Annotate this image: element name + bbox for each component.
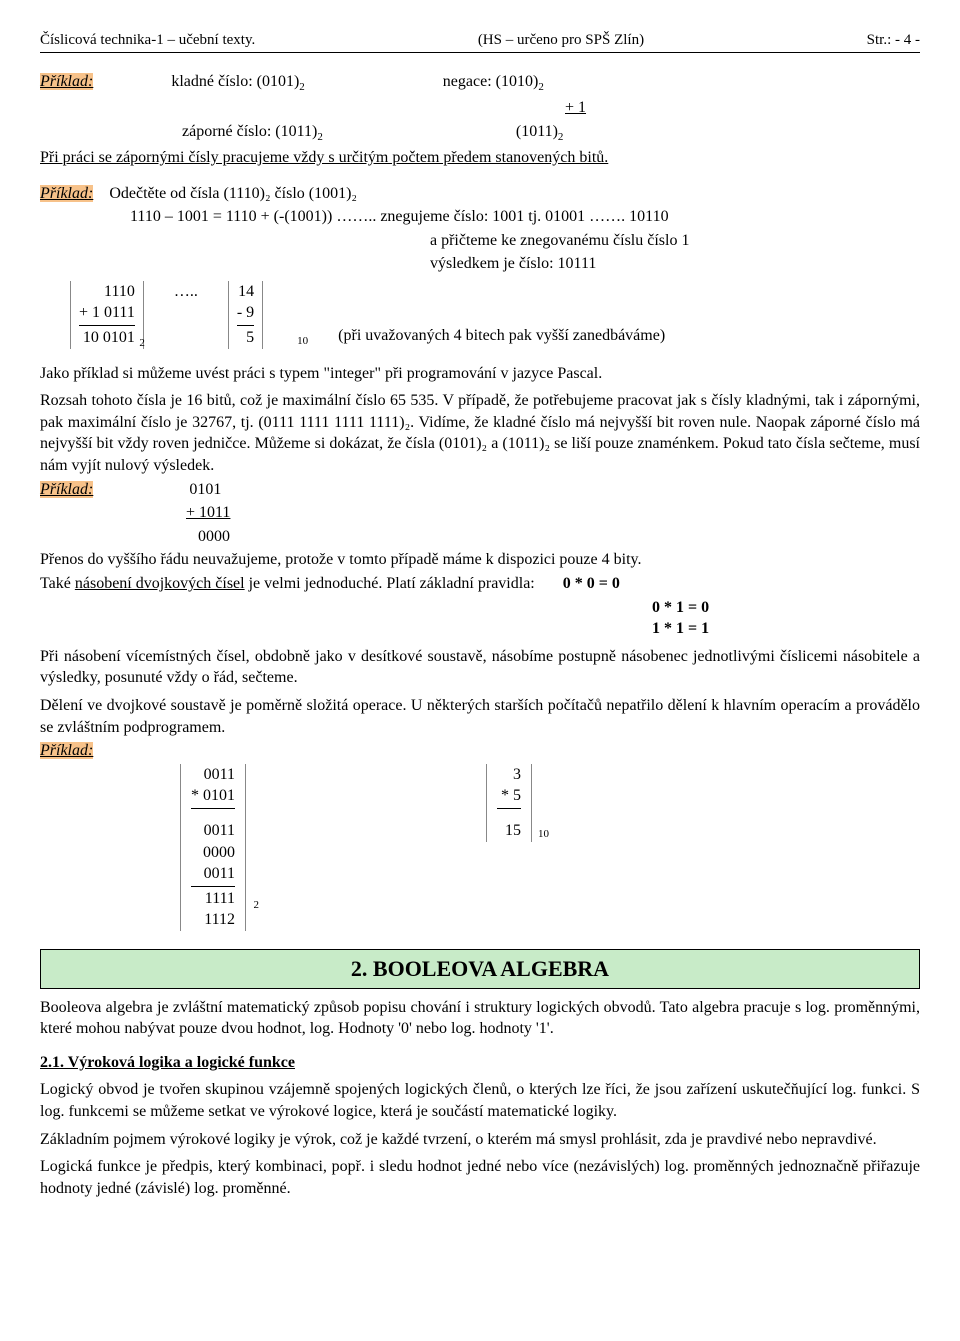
- para-3b: Také násobení dvojkových čísel je velmi …: [40, 573, 920, 595]
- example-label-3: Příklad:: [40, 481, 93, 498]
- para-4: Při násobení vícemístných čísel, obdobně…: [40, 646, 920, 689]
- ex2-calc-bin: 1110 + 1 0111 10 0101 2: [79, 281, 135, 349]
- para-3a: Přenos do vyššího řádu neuvažujeme, prot…: [40, 549, 920, 571]
- ex1-footnote: Při práci se zápornými čísly pracujeme v…: [40, 147, 920, 169]
- ex2-title: Odečtěte od čísla (1110)₂ číslo (1001)₂: [109, 185, 357, 202]
- example-2: Příklad: Odečtěte od čísla (1110)₂ číslo…: [40, 183, 920, 349]
- example-4: Příklad: 0011 * 0101 0011 0000 0011 1111…: [40, 740, 920, 931]
- ex4-dec: 3 * 5 15: [497, 764, 521, 842]
- section-2-title: 2. BOOLEOVA ALGEBRA: [40, 949, 920, 989]
- example-3: Příklad: 0101 + 1011 0000: [40, 479, 920, 548]
- ex1-l2b: (1011): [516, 123, 558, 140]
- example-label: Příklad:: [40, 73, 93, 90]
- para-6: Booleova algebra je zvláštní matematický…: [40, 997, 920, 1040]
- page-header: Číslicová technika-1 – učební texty. (HS…: [40, 30, 920, 53]
- subsection-2-1: 2.1. Výroková logika a logické funkce: [40, 1052, 920, 1074]
- header-right: Str.: - 4 -: [867, 30, 920, 50]
- ex2-calc: 1110 + 1 0111 10 0101 2 ….. 14 - 9 5 10 …: [70, 281, 920, 349]
- ex2-l1: 1110 – 1001 = 1110 + (-(1001)) …….. zneg…: [40, 206, 920, 228]
- ex2-l3: výsledkem je číslo: 10111: [40, 253, 920, 275]
- ex2-note: (při uvažovaných 4 bitech pak vyšší zane…: [338, 325, 665, 349]
- header-left: Číslicová technika-1 – učební texty.: [40, 30, 255, 50]
- para-5: Dělení ve dvojkové soustavě je poměrně s…: [40, 695, 920, 738]
- ex2-dots: …..: [174, 281, 198, 303]
- ex4-bin: 0011 * 0101 0011 0000 0011 1111 1112: [191, 764, 235, 931]
- para-9: Logická funkce je předpis, který kombina…: [40, 1156, 920, 1199]
- example-label-4: Příklad:: [40, 742, 93, 759]
- example-1: Příklad: kladné číslo: (0101)2 negace: (…: [40, 71, 920, 168]
- ex2-calc-dec: 14 - 9 5: [237, 281, 254, 349]
- ex1-l2a: záporné číslo: (1011): [182, 123, 317, 140]
- ex1-l1a: kladné číslo: (0101): [171, 73, 299, 90]
- para-1: Jako příklad si můžeme uvést práci s typ…: [40, 363, 920, 385]
- para-8: Základním pojmem výrokové logiky je výro…: [40, 1129, 920, 1151]
- example-label-2: Příklad:: [40, 185, 93, 202]
- ex1-plus1: + 1: [565, 99, 586, 116]
- para-7: Logický obvod je tvořen skupinou vzájemn…: [40, 1079, 920, 1122]
- ex1-l1b: negace: (1010): [443, 73, 539, 90]
- ex2-l2: a přičteme ke znegovanému číslu číslo 1: [40, 230, 920, 252]
- para-2: Rozsah tohoto čísla je 16 bitů, což je m…: [40, 390, 920, 476]
- header-center: (HS – určeno pro SPŠ Zlín): [478, 30, 644, 50]
